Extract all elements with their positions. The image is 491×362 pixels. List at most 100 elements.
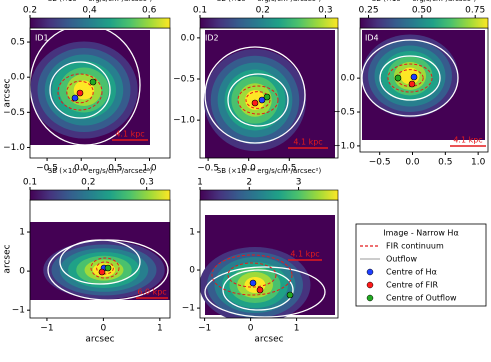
colorbar-tick-label: 0.2 [23, 6, 37, 16]
panel-label: ID1 [35, 34, 49, 43]
y-tick-label: −1.0 [3, 143, 25, 153]
centre-marker [394, 74, 402, 82]
panel-label: ID6 [205, 206, 219, 215]
colorbar-tick-label: 0.75 [465, 6, 485, 16]
outflow-contour [204, 266, 326, 318]
legend: Image - Narrow Hα FIR continuum Outflow Cen… [355, 223, 487, 307]
panel: ID6 4.1 kpc −1 0 1 1 0 −1 arcsec 1 2 3 SB (×10⁻¹⁶ er… [182, 167, 339, 345]
centre-marker [256, 286, 264, 294]
x-tick-label: 1 [157, 324, 163, 334]
colorbar-label: SB (×10⁻¹⁶ erg/s/cm²/arcsec²) [372, 0, 477, 3]
legend-label: Centre of Outflow [386, 294, 457, 303]
y-axis-label: arcsec [3, 244, 13, 273]
outflow-contour [49, 61, 111, 119]
x-tick-label: 0.0 [242, 164, 257, 174]
fir-contour [237, 85, 279, 115]
colorbar-tick-label: 3 [296, 178, 302, 188]
y-tick-label: 1 [19, 228, 25, 238]
panel: ID4 4.1 kpc −0.5 0.0 0.5 1.0 0.0 −0.5 −1.0 0.25 0.… [333, 0, 489, 168]
colorbar-tick-label: 0.50 [412, 6, 432, 16]
y-tick-label: 0.0 [181, 33, 196, 43]
legend-box [355, 223, 487, 307]
centre-marker [89, 78, 97, 86]
panel: ID5 6.0 kpc −1 0 1 1 0 −1 arcsec arcsec 0.1 0.2 0.3 S… [3, 167, 171, 345]
colorbar-tick-label: 0.3 [318, 6, 332, 16]
x-axis-label: arcsec [85, 335, 114, 345]
x-tick-label: 0 [101, 324, 107, 334]
colorbar-tick-label: 0.1 [193, 6, 207, 16]
panel-label: ID4 [365, 34, 379, 43]
outflow-contour [204, 46, 306, 144]
fir-contour [245, 91, 271, 109]
image [200, 215, 335, 318]
legend-label: Centre of Hα [386, 268, 437, 277]
y-tick-label: 0.5 [11, 38, 25, 48]
legend-label: FIR continuum [386, 242, 444, 251]
fir-contour [387, 63, 433, 93]
scale-bar-label: 4.1 kpc [115, 130, 144, 139]
fir-contour [66, 80, 94, 104]
image [30, 28, 150, 146]
panel: ID1 4.1 kpc −0.5 0.0 0.5 1.0 0.5 0.0 −0.5 −1.0 arc… [3, 0, 171, 174]
centre-marker [71, 94, 79, 102]
fir-contour [227, 262, 277, 288]
centre-marker [98, 268, 106, 276]
x-tick-label: 0.5 [438, 158, 452, 168]
centre-marker [408, 80, 416, 88]
x-tick-label: −1 [40, 324, 53, 334]
y-axis-label: arcsec [3, 78, 13, 107]
y-tick-label: 1 [189, 227, 195, 237]
y-tick-label: −1.0 [333, 141, 355, 151]
x-tick-label: 0 [248, 324, 254, 334]
colorbar [199, 189, 339, 201]
legend-title: Image - Narrow Hα [383, 229, 458, 238]
x-axis-label: arcsec [254, 335, 283, 345]
legend-label: Outflow [386, 255, 417, 264]
colorbar-tick-label: 0.4 [82, 6, 97, 16]
panel-label: ID2 [205, 34, 219, 43]
y-tick-label: −0.5 [333, 108, 355, 118]
x-tick-label: −0.5 [197, 164, 219, 174]
legend-label: Centre of FIR [386, 281, 439, 290]
colorbar-label: SB (×10⁻¹⁶ erg/s/cm²/arcsec²) [217, 0, 322, 3]
colorbar-tick-label: 0.2 [256, 6, 270, 16]
centre-marker [76, 89, 84, 97]
centre-marker [263, 93, 271, 101]
image [30, 222, 170, 301]
outflow-contour [379, 55, 441, 101]
y-tick-label: −1 [182, 304, 195, 314]
outflow-contour [361, 39, 459, 117]
colorbar [199, 17, 339, 29]
y-tick-label: −0.5 [3, 108, 25, 118]
x-tick-label: −1 [198, 324, 211, 334]
centre-marker [251, 99, 259, 107]
panel-label: ID5 [35, 206, 49, 215]
image-level [400, 67, 420, 85]
scale-bar-label: 6.0 kpc [137, 288, 166, 297]
colorbar-tick-label: 1 [197, 178, 203, 188]
fir-contour [211, 254, 293, 296]
colorbar-label: SB (×10⁻¹⁶ erg/s/cm²/arcsec²) [48, 167, 153, 175]
colorbar [29, 17, 171, 29]
colorbar-tick-label: 0.25 [359, 6, 379, 16]
x-tick-label: 0.5 [282, 164, 296, 174]
outflow-contour [30, 28, 141, 146]
colorbar-tick-label: 0.1 [23, 178, 37, 188]
colorbar-tick-label: 0.3 [140, 178, 154, 188]
y-tick-label: −0.5 [173, 75, 195, 85]
outflow-contour [227, 73, 289, 127]
fir-contour [96, 261, 114, 275]
colorbar [29, 189, 171, 201]
colorbar-tick-label: 2 [246, 178, 252, 188]
fir-contour [90, 257, 120, 279]
y-tick-label: 0 [19, 267, 25, 277]
x-tick-label: 0.0 [405, 158, 420, 168]
centre-marker [410, 73, 418, 81]
scale-bar-label: 4.1 kpc [290, 250, 319, 259]
x-tick-label: 1.0 [142, 164, 157, 174]
legend-marker [366, 268, 374, 276]
centre-marker [258, 96, 266, 104]
x-tick-label: 0.5 [108, 164, 122, 174]
legend-marker [366, 294, 374, 302]
